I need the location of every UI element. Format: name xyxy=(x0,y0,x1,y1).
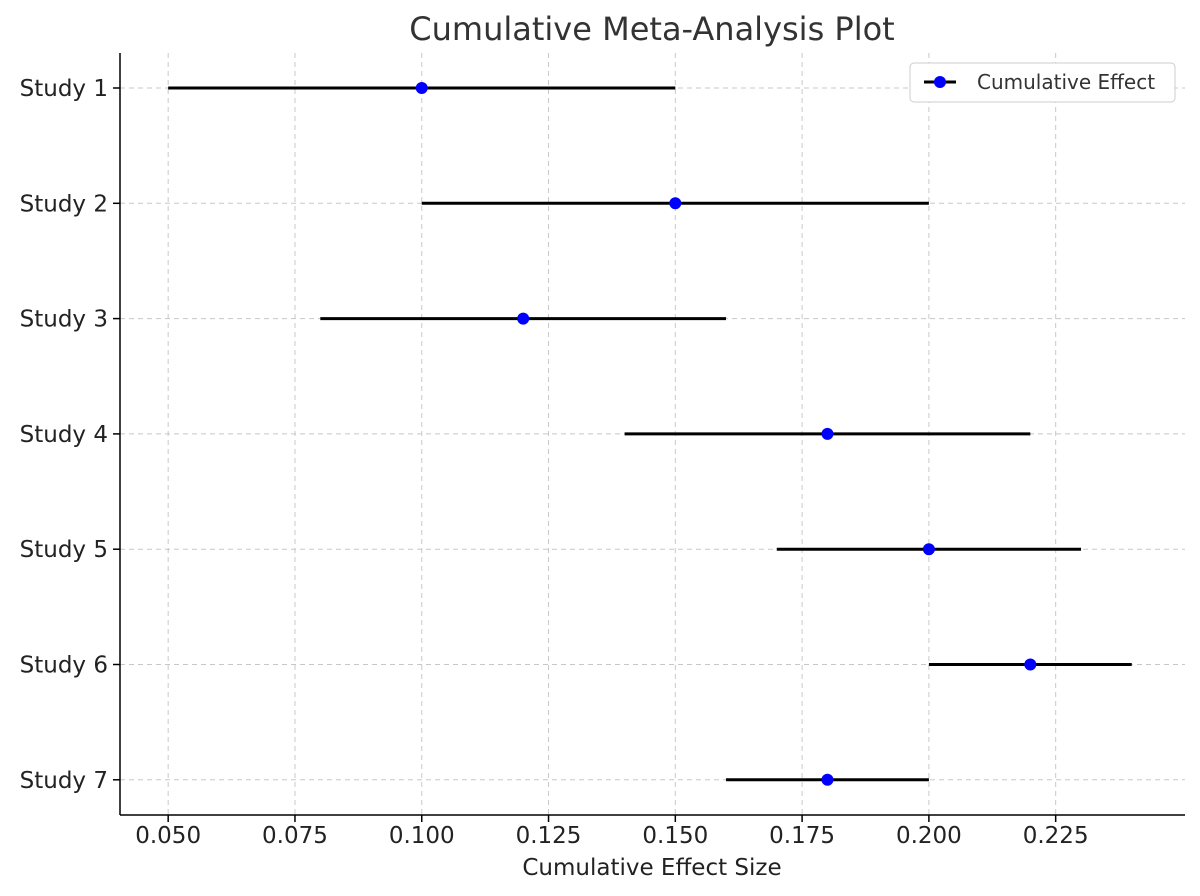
y-tick-label: Study 6 xyxy=(20,653,108,679)
y-tick-label: Study 2 xyxy=(20,191,108,217)
effect-point xyxy=(821,773,834,786)
x-tick-label: 0.225 xyxy=(1023,823,1089,849)
legend-label: Cumulative Effect xyxy=(977,70,1155,94)
x-tick-label: 0.125 xyxy=(516,823,582,849)
legend-frame xyxy=(909,62,1176,103)
y-tick-label: Study 1 xyxy=(20,76,108,102)
effect-point xyxy=(517,312,530,325)
legend-marker-dot xyxy=(934,76,946,88)
x-tick-label: 0.200 xyxy=(896,823,962,849)
tick-marks xyxy=(113,87,1057,822)
effect-point xyxy=(821,427,834,440)
legend: Cumulative Effect xyxy=(909,62,1176,103)
effect-point xyxy=(669,197,682,210)
effect-point xyxy=(415,82,428,94)
x-tick-label: 0.050 xyxy=(135,823,201,849)
y-tick-label: Study 5 xyxy=(20,537,108,563)
x-axis-label: Cumulative Effect Size xyxy=(522,855,781,881)
effect-point xyxy=(1024,658,1037,671)
y-tick-label: Study 7 xyxy=(20,768,108,794)
chart-title: Cumulative Meta-Analysis Plot xyxy=(409,10,894,48)
y-tick-label: Study 3 xyxy=(20,307,108,333)
x-tick-label: 0.075 xyxy=(262,823,328,849)
x-tick-label: 0.175 xyxy=(769,823,835,849)
effect-points xyxy=(415,82,1037,786)
x-tick-label: 0.100 xyxy=(389,823,455,849)
y-tick-label: Study 4 xyxy=(20,422,108,448)
x-tick-label: 0.150 xyxy=(642,823,708,849)
effect-point xyxy=(922,543,935,556)
